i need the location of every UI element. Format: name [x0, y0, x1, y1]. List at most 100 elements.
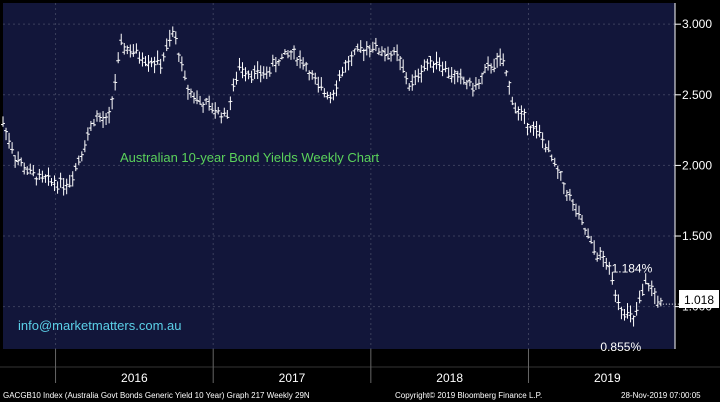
annotation-label: 0.855%: [600, 340, 641, 354]
weekly-bar: [201, 101, 206, 113]
weekly-bar: [461, 76, 466, 85]
weekly-bar: [91, 118, 96, 127]
weekly-bar: [525, 122, 530, 136]
weekly-bar: [210, 102, 215, 114]
weekly-bar: [483, 63, 488, 74]
weekly-bar: [107, 106, 112, 124]
weekly-bar: [543, 143, 548, 153]
weekly-bar: [179, 56, 184, 72]
weekly-bar: [119, 33, 124, 46]
weekly-bar: [161, 52, 166, 62]
weekly-bar: [501, 53, 506, 67]
weekly-bar: [52, 175, 57, 192]
weekly-bar: [337, 70, 342, 82]
plot-area: [3, 3, 675, 349]
weekly-bar: [34, 176, 39, 186]
weekly-bar: [370, 41, 375, 53]
weekly-bar: [231, 78, 236, 92]
weekly-bar: [640, 283, 645, 296]
weekly-bar: [167, 29, 172, 47]
weekly-bar: [355, 43, 360, 52]
weekly-bar: [140, 52, 145, 67]
weekly-bar: [298, 50, 303, 69]
weekly-bar: [61, 177, 66, 196]
weekly-bar: [79, 151, 84, 162]
weekly-bar: [637, 290, 642, 304]
weekly-bar: [267, 66, 272, 77]
weekly-bar: [507, 80, 512, 95]
weekly-bar: [4, 127, 9, 141]
weekly-bar: [164, 38, 169, 52]
weekly-bar: [116, 52, 121, 64]
weekly-bar: [249, 70, 254, 84]
weekly-bar: [431, 61, 436, 73]
weekly-bar: [173, 31, 178, 45]
weekly-bar: [273, 57, 278, 73]
weekly-bar: [446, 67, 451, 79]
weekly-bar: [467, 77, 472, 87]
weekly-bar: [73, 163, 78, 172]
weekly-bar: [470, 82, 475, 97]
y-tick-label: 2.500: [682, 88, 712, 102]
weekly-bar: [143, 56, 148, 67]
weekly-bar: [255, 61, 260, 80]
x-tick-label: 2016: [121, 371, 148, 385]
weekly-bar: [46, 167, 51, 186]
weekly-bar: [604, 257, 609, 270]
weekly-bar: [319, 77, 324, 91]
weekly-bar: [295, 57, 300, 67]
weekly-bar: [64, 178, 69, 195]
y-tick-label: 1.500: [682, 229, 712, 243]
weekly-bar: [328, 92, 333, 104]
weekly-bar: [561, 182, 566, 195]
weekly-bar: [134, 43, 139, 54]
weekly-bar: [110, 96, 115, 110]
weekly-bar: [634, 302, 639, 316]
weekly-bar: [425, 58, 430, 71]
weekly-bar: [237, 57, 242, 71]
weekly-bar: [479, 72, 484, 85]
weekly-bar: [352, 48, 357, 56]
x-tick-label: 2017: [279, 371, 306, 385]
weekly-bar: [49, 178, 54, 187]
weekly-bar: [322, 88, 327, 98]
weekly-bar: [386, 46, 391, 60]
weekly-bar: [516, 106, 521, 121]
weekly-bar: [146, 55, 151, 72]
weekly-bar: [628, 305, 633, 323]
weekly-bar: [58, 172, 63, 188]
weekly-bar: [325, 91, 330, 100]
weekly-bar: [452, 69, 457, 85]
weekly-bar: [252, 65, 257, 79]
weekly-bar: [616, 294, 621, 311]
weekly-bar: [586, 228, 591, 239]
weekly-bar: [234, 71, 239, 85]
weekly-bar: [589, 235, 594, 244]
footer-copyright: Copyright© 2019 Bloomberg Finance L.P.: [395, 391, 542, 400]
weekly-bar: [304, 61, 309, 72]
weekly-bar: [389, 50, 394, 62]
price-series: [1, 26, 679, 327]
weekly-bar: [10, 142, 15, 154]
weekly-bar: [646, 282, 651, 292]
weekly-bar: [113, 74, 118, 91]
weekly-bar: [546, 140, 551, 153]
weekly-bar: [155, 50, 160, 65]
weekly-bar: [182, 70, 187, 81]
weekly-bar: [85, 127, 90, 141]
weekly-bar: [595, 252, 600, 262]
weekly-bar: [613, 289, 618, 303]
weekly-bar: [43, 174, 48, 183]
y-tick-label: 3.000: [682, 17, 712, 31]
weekly-bar: [28, 163, 33, 175]
weekly-bar: [540, 132, 545, 149]
weekly-bar: [301, 57, 306, 70]
weekly-bar: [340, 66, 345, 77]
weekly-bar: [207, 95, 212, 111]
weekly-bar: [152, 56, 157, 74]
weekly-bar: [216, 106, 221, 115]
weekly-bar: [104, 112, 109, 126]
weekly-bar: [652, 287, 657, 305]
weekly-bar: [583, 227, 588, 235]
weekly-bar: [334, 80, 339, 97]
